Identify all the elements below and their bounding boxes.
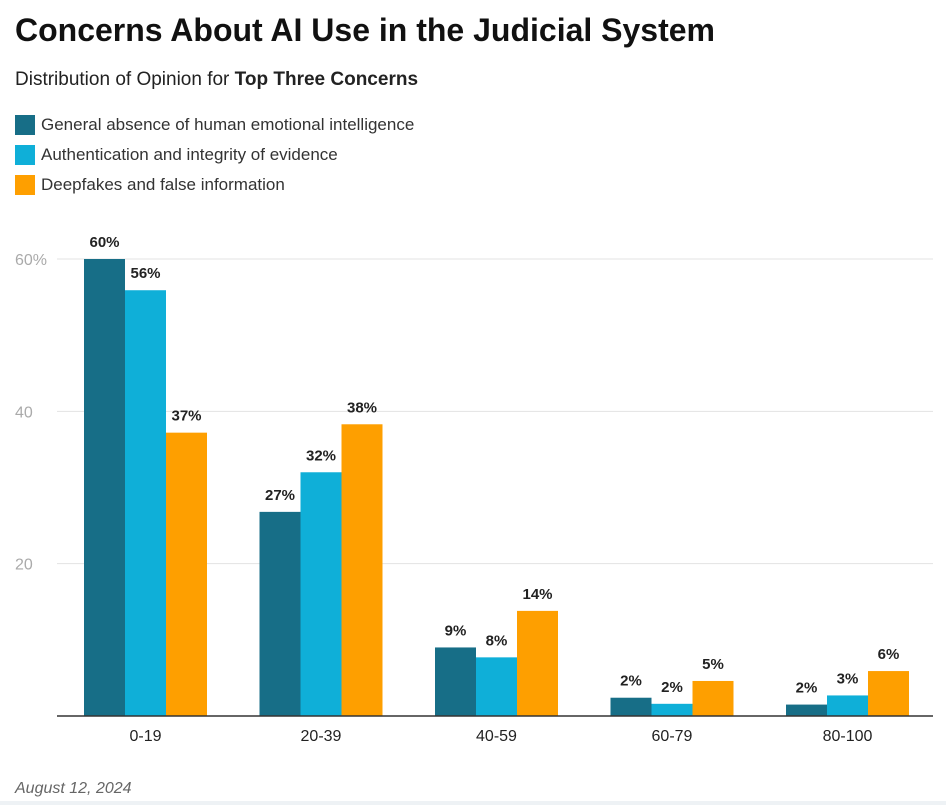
bottom-divider [0, 801, 946, 805]
subtitle-emphasis: Top Three Concerns [234, 69, 419, 90]
x-tick-label: 80-100 [823, 728, 873, 745]
data-label: 27% [265, 487, 295, 504]
data-label: 56% [130, 265, 160, 282]
y-tick-label: 60% [15, 252, 47, 269]
legend-label: Authentication and integrity of evidence [41, 145, 338, 164]
x-tick-label: 40-59 [476, 728, 517, 745]
data-label: 14% [522, 586, 552, 603]
data-label: 37% [171, 408, 201, 425]
legend-label: Deepfakes and false information [41, 175, 285, 194]
data-label: 2% [620, 673, 642, 690]
y-tick-label: 40 [15, 404, 33, 421]
bar [259, 511, 301, 716]
data-label: 38% [347, 399, 377, 416]
bar [786, 704, 827, 716]
y-tick-label: 20 [15, 557, 33, 574]
legend-item-authentication: Authentication and integrity of evidence [15, 140, 414, 170]
chart-subtitle: Distribution of Opinion for Top Three Co… [15, 69, 418, 91]
bar [84, 259, 125, 716]
data-label: 2% [796, 680, 818, 697]
bar [827, 695, 868, 716]
legend-item-emotional-intelligence: General absence of human emotional intel… [15, 110, 414, 140]
bar [125, 290, 166, 716]
x-tick-label: 0-19 [129, 728, 161, 745]
data-label: 6% [878, 646, 900, 663]
bar [435, 647, 476, 716]
bar [517, 610, 558, 716]
x-tick-label: 60-79 [652, 728, 693, 745]
bar [692, 680, 734, 716]
bar [300, 472, 342, 716]
data-label: 2% [661, 679, 683, 696]
chart-title: Concerns About AI Use in the Judicial Sy… [15, 12, 715, 48]
data-label: 5% [702, 656, 724, 673]
legend-item-deepfakes: Deepfakes and false information [15, 170, 414, 200]
legend-swatch [15, 145, 35, 165]
x-tick-label: 20-39 [301, 728, 342, 745]
legend: General absence of human emotional intel… [15, 110, 414, 200]
data-label: 60% [89, 234, 119, 251]
legend-swatch [15, 115, 35, 135]
data-label: 9% [445, 622, 467, 639]
legend-label: General absence of human emotional intel… [41, 115, 415, 134]
data-label: 32% [306, 447, 336, 464]
bar [341, 424, 383, 716]
data-label: 3% [837, 670, 859, 687]
bar [610, 697, 652, 716]
bar-chart: 20 40 60% 60% 56% 37% 0-19 27% 32% 38% 20-39 9% 8% 14… [15, 234, 933, 745]
bar [476, 657, 517, 716]
bar [166, 432, 207, 716]
footer-date: August 12, 2024 [15, 780, 132, 797]
data-label: 8% [486, 632, 508, 649]
subtitle-prefix: Distribution of Opinion for [15, 69, 235, 90]
bar [868, 671, 909, 716]
legend-swatch [15, 175, 35, 195]
bar [651, 703, 693, 716]
